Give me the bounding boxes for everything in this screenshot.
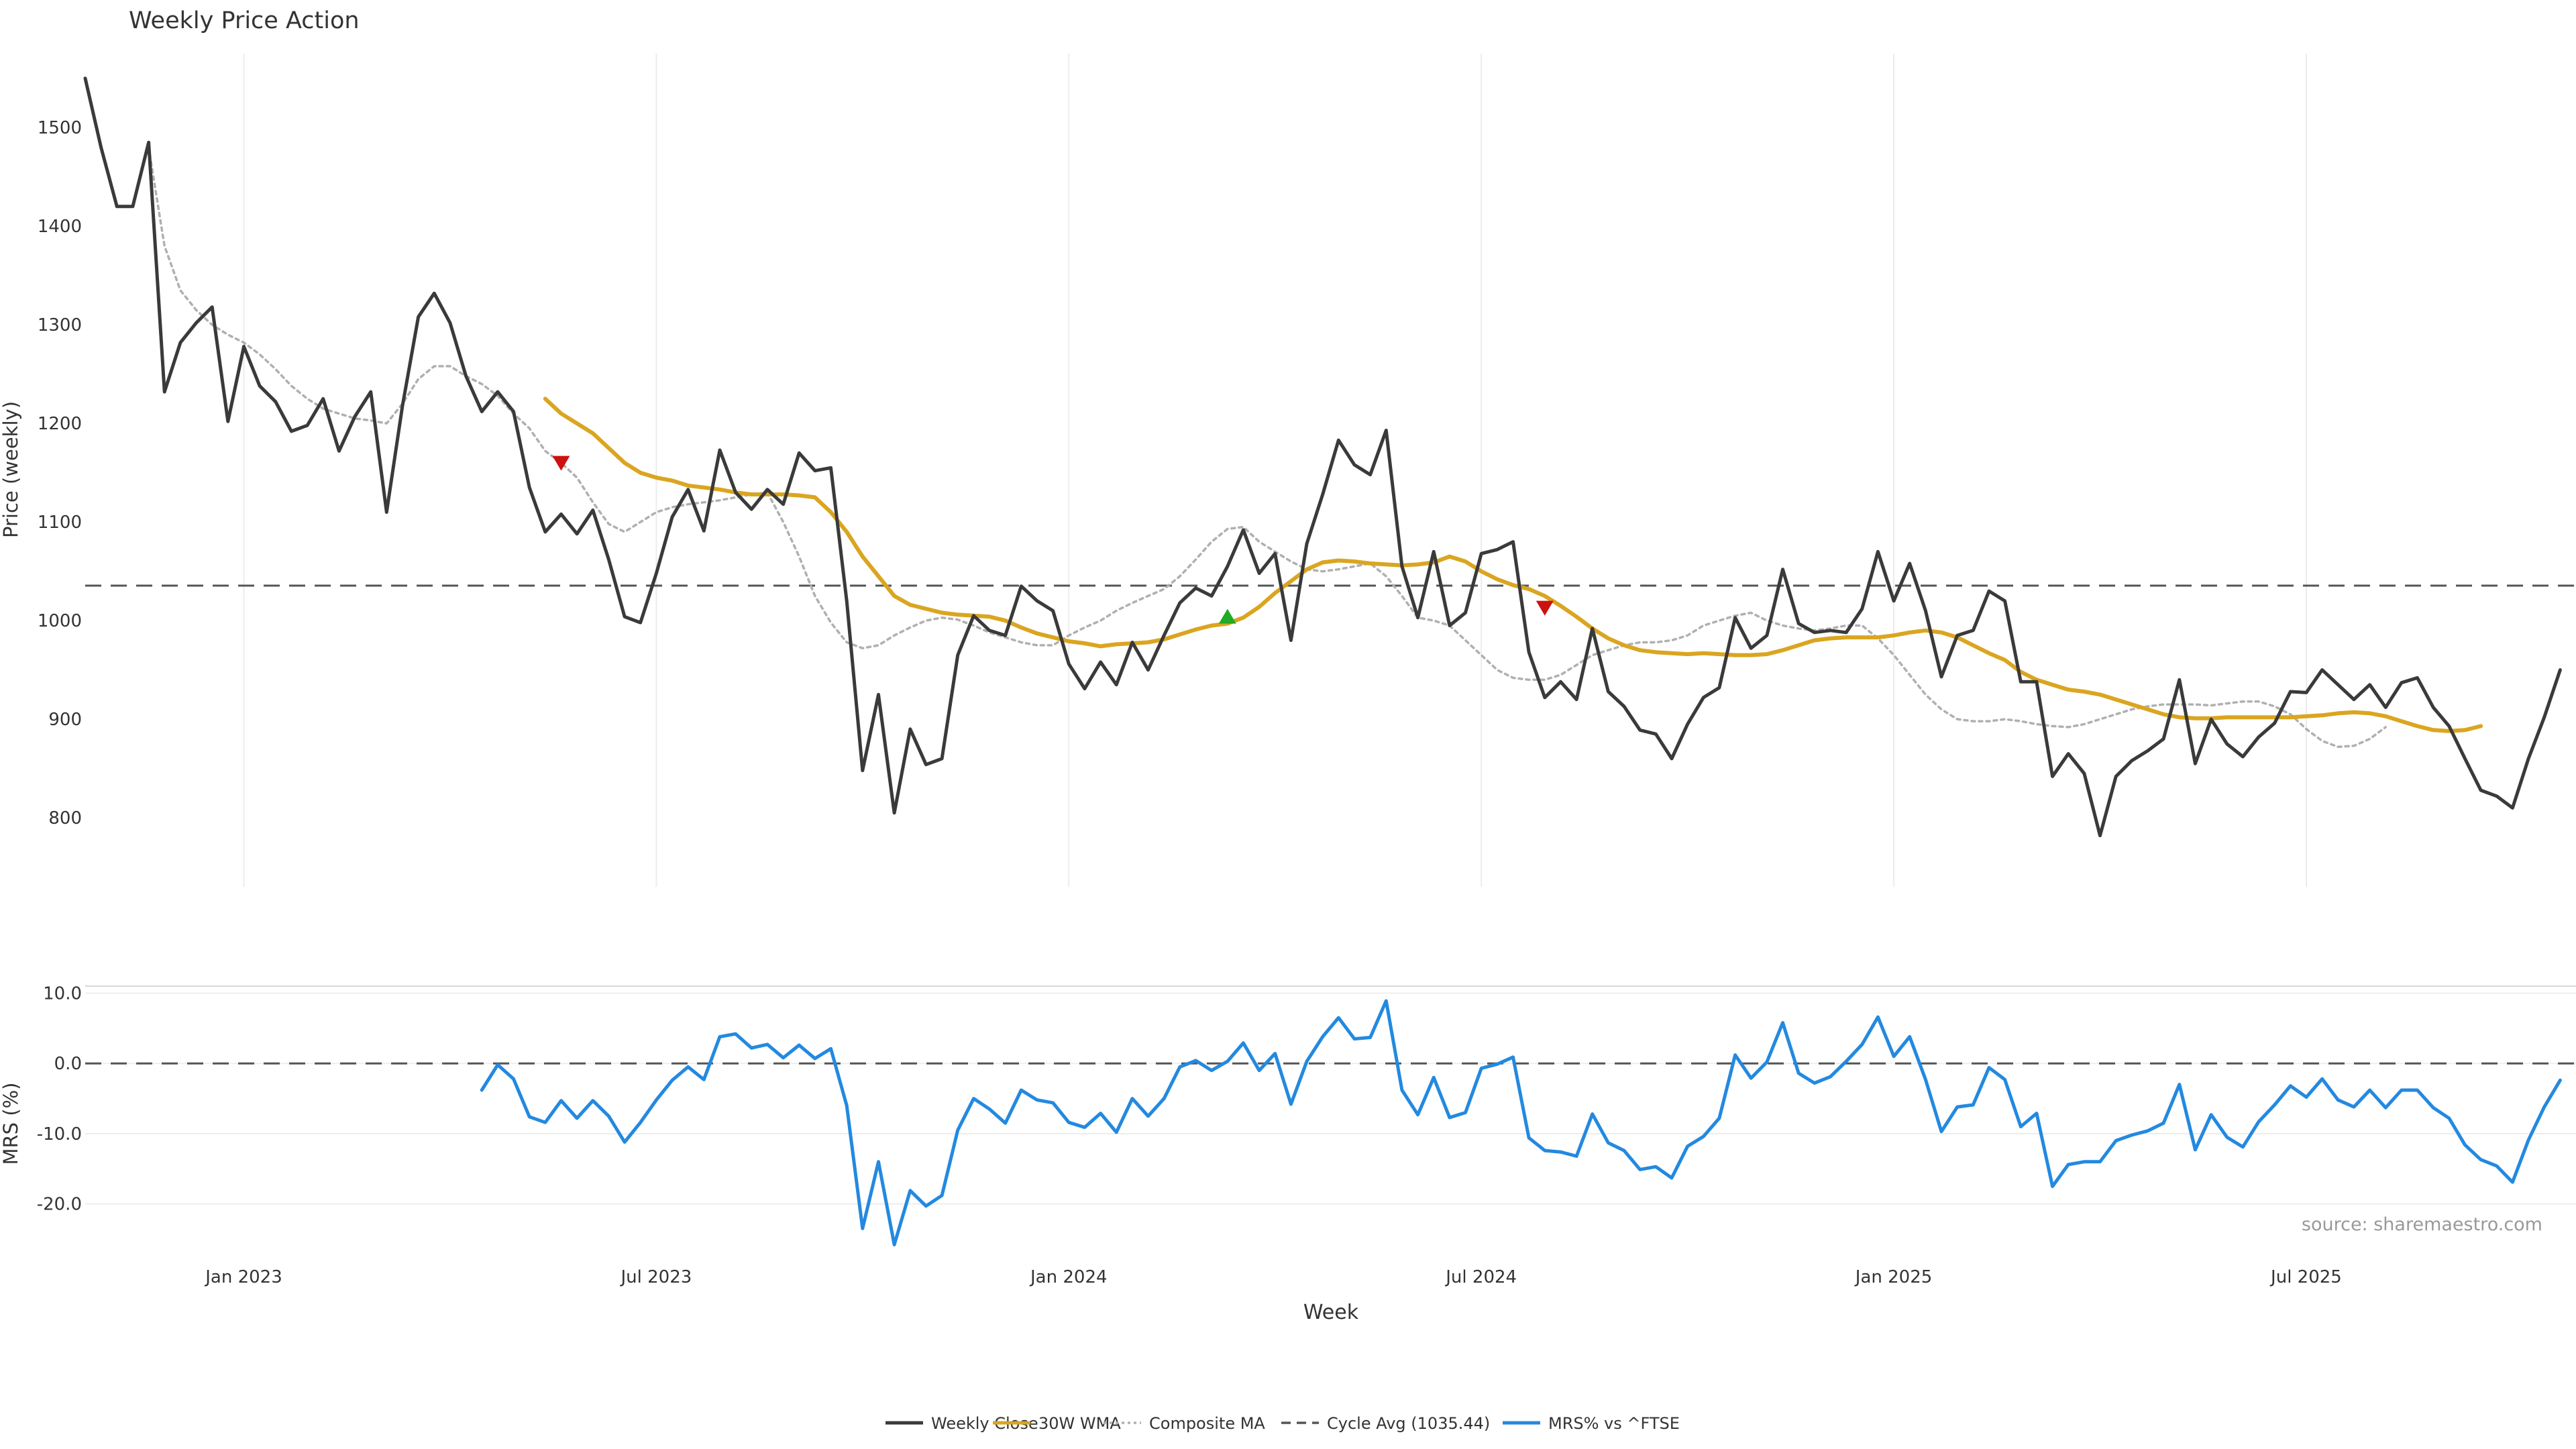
price-panel-grid	[243, 54, 2307, 887]
price-y-tick-label: 1300	[38, 315, 82, 335]
legend: Weekly Close 30W WMA Composite MA Cycle Avg…	[885, 1414, 1680, 1433]
x-axis: Jan 2023 Jul 2023 Jan 2024 Jul 2024 Jan 2025…	[204, 1267, 2342, 1287]
mrs-y-tick-label: -20.0	[37, 1195, 82, 1215]
price-y-axis: 800 900 1000 1100 1200 1300 1400 1500	[38, 118, 82, 828]
x-tick-label: Jan 2023	[204, 1267, 282, 1287]
legend-label: MRS% vs ^FTSE	[1548, 1414, 1680, 1433]
mrs-y-tick-label: -10.0	[37, 1124, 82, 1144]
mrs-line	[480, 999, 2562, 1246]
mrs-y-tick-label: 0.0	[54, 1054, 82, 1074]
mrs-y-tick-label: 10.0	[43, 983, 82, 1004]
price-y-tick-label: 1400	[38, 217, 82, 237]
legend-label: Cycle Avg (1035.44)	[1327, 1414, 1490, 1433]
mrs-y-axis-label: MRS (%)	[0, 1083, 22, 1165]
sell-signal-marker	[552, 455, 570, 471]
price-y-tick-label: 1200	[38, 414, 82, 434]
weekly-close-line	[83, 76, 2562, 838]
reference-lines	[85, 584, 2576, 1065]
price-y-tick-label: 800	[48, 808, 82, 828]
series-layer	[83, 76, 2562, 1246]
legend-label: 30W WMA	[1038, 1414, 1121, 1433]
x-tick-label: Jan 2025	[1854, 1267, 1933, 1287]
signal-markers	[552, 455, 1554, 624]
buy-signal-marker	[1218, 608, 1236, 624]
price-y-tick-label: 1100	[38, 513, 82, 533]
legend-label: Composite MA	[1149, 1414, 1265, 1433]
x-tick-label: Jul 2024	[1444, 1267, 1517, 1287]
x-tick-label: Jan 2024	[1029, 1267, 1108, 1287]
mrs-panel-grid	[85, 985, 2576, 1205]
sell-signal-marker	[1536, 600, 1554, 616]
wma-30-line	[543, 396, 2483, 733]
price-y-axis-label: Price (weekly)	[0, 401, 22, 538]
x-tick-label: Jul 2023	[619, 1267, 692, 1287]
price-y-tick-label: 900	[48, 710, 82, 730]
source-note: source: sharemaestro.com	[2302, 1214, 2542, 1235]
chart-title: Weekly Price Action	[129, 7, 360, 34]
composite-ma-line	[147, 146, 2387, 749]
x-axis-label: Week	[1303, 1301, 1359, 1324]
x-tick-label: Jul 2025	[2269, 1267, 2342, 1287]
price-y-tick-label: 1500	[38, 118, 82, 138]
price-y-tick-label: 1000	[38, 611, 82, 631]
mrs-y-axis: 10.0 0.0 -10.0 -20.0	[37, 983, 82, 1214]
